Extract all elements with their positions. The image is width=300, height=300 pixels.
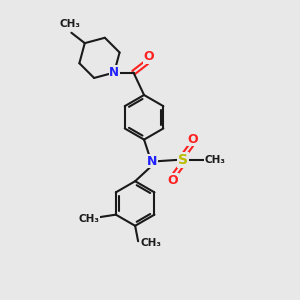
Text: N: N	[109, 66, 119, 79]
Text: CH₃: CH₃	[205, 155, 226, 165]
Text: O: O	[188, 133, 198, 146]
Text: CH₃: CH₃	[79, 214, 100, 224]
Text: CH₃: CH₃	[59, 20, 80, 29]
Text: N: N	[147, 155, 157, 168]
Text: S: S	[178, 153, 188, 167]
Text: O: O	[168, 174, 178, 187]
Text: CH₃: CH₃	[140, 238, 161, 248]
Text: O: O	[144, 50, 154, 63]
